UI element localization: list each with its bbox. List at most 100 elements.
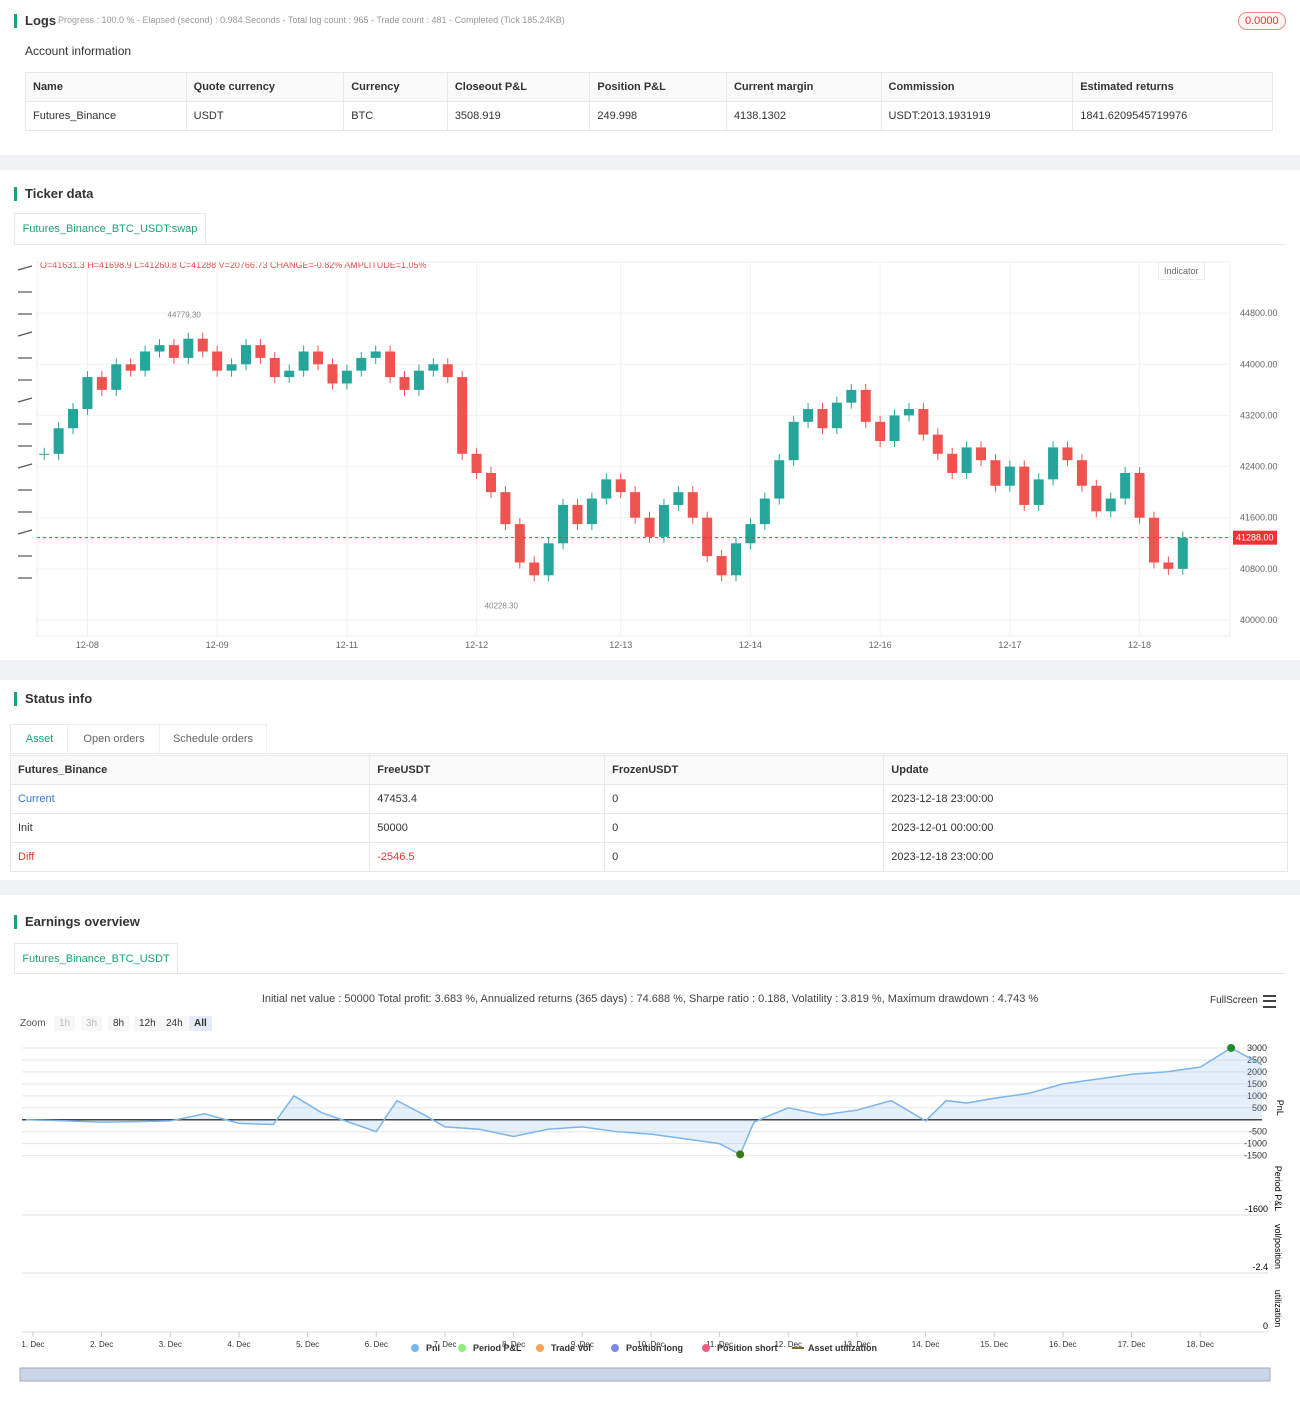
y-tick-label: 42400.00 (1240, 462, 1278, 472)
candle (39, 453, 50, 455)
y-tick-label: 44000.00 (1240, 359, 1278, 369)
header-cell: FreeUSDT (369, 755, 606, 785)
row: Diff -2546.5 0 2023-12-18 23:00:00 (9, 842, 1288, 872)
candle (1033, 479, 1044, 505)
y-tick-label: 43200.00 (1240, 410, 1278, 420)
tab[interactable]: Asset (10, 724, 69, 753)
extreme-label: 44779.30 (168, 310, 202, 319)
tool-icon (17, 463, 33, 469)
candle (298, 351, 309, 371)
tab[interactable]: Futures_Binance_BTC_USDT (14, 943, 178, 974)
header-cell: Commission (880, 72, 1074, 102)
candle (212, 351, 223, 371)
zoom-button[interactable]: 24h (161, 1016, 188, 1031)
cell: 4138.1302 (725, 101, 882, 131)
zoom-button[interactable]: 8h (108, 1016, 130, 1031)
tab[interactable]: Open orders (67, 724, 161, 753)
panel-tick: -2.4 (1252, 1262, 1268, 1272)
logs-title: Logs (14, 14, 56, 28)
candle (918, 409, 929, 435)
legend-label: Position short (717, 1343, 778, 1353)
cell: Init (9, 813, 371, 843)
y-tick-label: -1500 (1244, 1151, 1267, 1161)
legend-label: Asset utilization (808, 1343, 877, 1353)
x-tick-label: 12-13 (609, 640, 632, 650)
candle (226, 364, 237, 371)
candle (284, 370, 295, 378)
tool-icon (17, 331, 33, 337)
cell: Futures_Binance (25, 101, 187, 131)
candle (875, 421, 886, 442)
candle (990, 460, 1001, 486)
candle (154, 345, 165, 352)
header-cell: Update (883, 755, 1288, 785)
last-price-label: 41288.00 (1236, 533, 1274, 543)
candle (514, 524, 525, 563)
plot-area (36, 261, 1231, 637)
ticker-title: Ticker data (14, 187, 93, 201)
candle (731, 543, 742, 576)
y-tick-label: 41600.00 (1240, 513, 1278, 523)
candle (759, 498, 770, 525)
candle (413, 370, 424, 390)
status-table: Futures_Binance FreeUSDT FrozenUSDT Update C… (9, 755, 1288, 872)
candle (183, 338, 194, 358)
candle (630, 492, 641, 518)
badge[interactable]: 0.0000 (1238, 12, 1286, 30)
header-cell: Currency (343, 72, 448, 102)
candle (860, 389, 871, 422)
cell: 2023-12-18 23:00:00 (883, 784, 1288, 814)
candle (485, 472, 496, 493)
tool-icon (17, 529, 33, 535)
logs-card: Logs Progress : 100.0 % - Elapsed (secon… (0, 0, 1300, 155)
cell: 47453.4 (369, 784, 606, 814)
y-tick-label: 40000.00 (1240, 615, 1278, 625)
cell: BTC (343, 101, 448, 131)
candle (831, 402, 842, 429)
divider (10, 753, 1288, 754)
price-chart: 40000.00 40800.00 41600.00 42400.00 43200.00… (17, 261, 1278, 650)
zoom-button[interactable]: 12h (134, 1016, 161, 1031)
section-label: Account information (25, 44, 132, 58)
candle (1019, 466, 1030, 505)
x-tick-label: 17. Dec (1118, 1340, 1146, 1349)
candle (125, 364, 136, 371)
fullscreen-button[interactable]: FullScreen (1210, 995, 1258, 1006)
candle (1177, 537, 1188, 569)
x-tick-label: 12-12 (465, 640, 488, 650)
legend-label: Pnl (426, 1343, 440, 1353)
extreme-label: 40228.30 (485, 601, 519, 610)
candle (140, 351, 151, 371)
candle (1062, 447, 1073, 461)
candle (658, 504, 669, 537)
y-tick-label: 3000 (1247, 1043, 1267, 1053)
last-price-box (1233, 530, 1277, 545)
tab[interactable]: Schedule orders (159, 724, 267, 753)
cell: 50000 (369, 813, 606, 843)
candle (803, 409, 814, 422)
candle (615, 479, 626, 493)
legend-symbol (536, 1344, 544, 1352)
candle (370, 351, 381, 358)
navigator (19, 1367, 1271, 1382)
candle (1091, 485, 1102, 512)
zoom-button[interactable]: 3h (81, 1016, 103, 1031)
candle (716, 556, 727, 576)
divider (14, 244, 1285, 245)
candle (586, 498, 597, 525)
candle (111, 364, 122, 390)
candle (572, 504, 583, 525)
y-tick-label: -500 (1249, 1127, 1267, 1137)
y-tick-label: 2000 (1247, 1067, 1267, 1077)
x-tick-label: 3. Dec (159, 1340, 182, 1349)
zoom-button[interactable]: All (189, 1016, 212, 1031)
candle (702, 517, 713, 557)
x-tick-label: 9. Dec (571, 1340, 594, 1349)
legend-label: Position long (626, 1343, 683, 1353)
candle (168, 345, 179, 358)
tab[interactable]: Futures_Binance_BTC_USDT:swap (14, 213, 206, 245)
menu-icon[interactable] (1263, 995, 1276, 1008)
zoom-button[interactable]: 1h (54, 1016, 76, 1031)
header-cell: Closeout P&L (446, 72, 591, 102)
x-tick-label: 12-18 (1128, 640, 1151, 650)
